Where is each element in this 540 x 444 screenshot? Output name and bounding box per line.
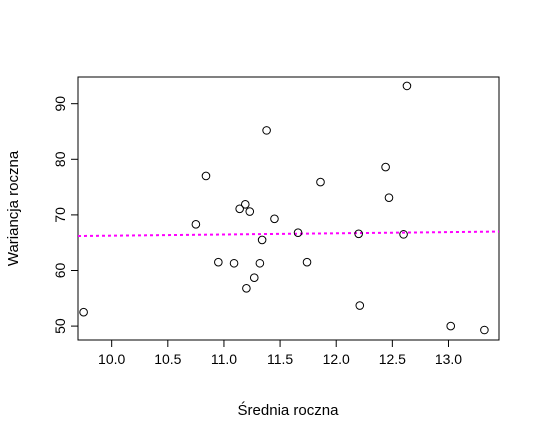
data-point [235,204,244,214]
trend-line [77,230,500,238]
plot-frame [77,76,500,341]
x-tick-label: 10.5 [154,351,181,367]
data-point [355,301,365,310]
x-axis-title: Średnia roczna [238,401,340,419]
data-point [354,229,363,239]
data-point [399,230,408,239]
y-tick-label: 50 [52,318,68,334]
data-point [384,193,394,202]
data-point [249,273,259,283]
y-tick-label: 60 [52,262,68,278]
y-axis-title: Wariancja roczna [5,150,22,266]
x-tick-label: 12.5 [379,351,406,367]
data-point [302,257,312,267]
x-tick-label: 13.0 [435,351,462,367]
data-point [214,257,223,267]
data-point [402,81,412,91]
trend-layer [77,230,500,238]
data-point [262,126,271,135]
data-point [191,220,201,229]
data-point [480,325,489,335]
x-tick-label: 12.0 [323,351,350,367]
data-point [201,171,211,181]
y-axis: 50 60 70 80 90 [52,96,78,334]
x-tick-label: 11.5 [267,351,293,367]
data-point [293,228,303,237]
y-tick-label: 70 [52,207,68,223]
data-point [381,162,390,172]
x-tick-label: 10.0 [98,351,125,367]
data-point [229,258,239,268]
data-point [240,200,250,209]
data-point [316,177,325,187]
data-point [242,283,251,293]
points-layer [79,81,489,335]
x-axis: 10.0 10.5 11.0 11.5 12.0 12.5 13.0 [98,340,462,367]
x-tick-label: 11.0 [211,351,237,367]
y-tick-label: 90 [52,96,68,112]
data-point [270,214,279,224]
data-point [257,235,267,245]
data-point [446,321,456,331]
data-point [255,258,265,268]
data-point [245,207,255,216]
y-tick-label: 80 [52,151,68,167]
data-point [79,307,88,317]
